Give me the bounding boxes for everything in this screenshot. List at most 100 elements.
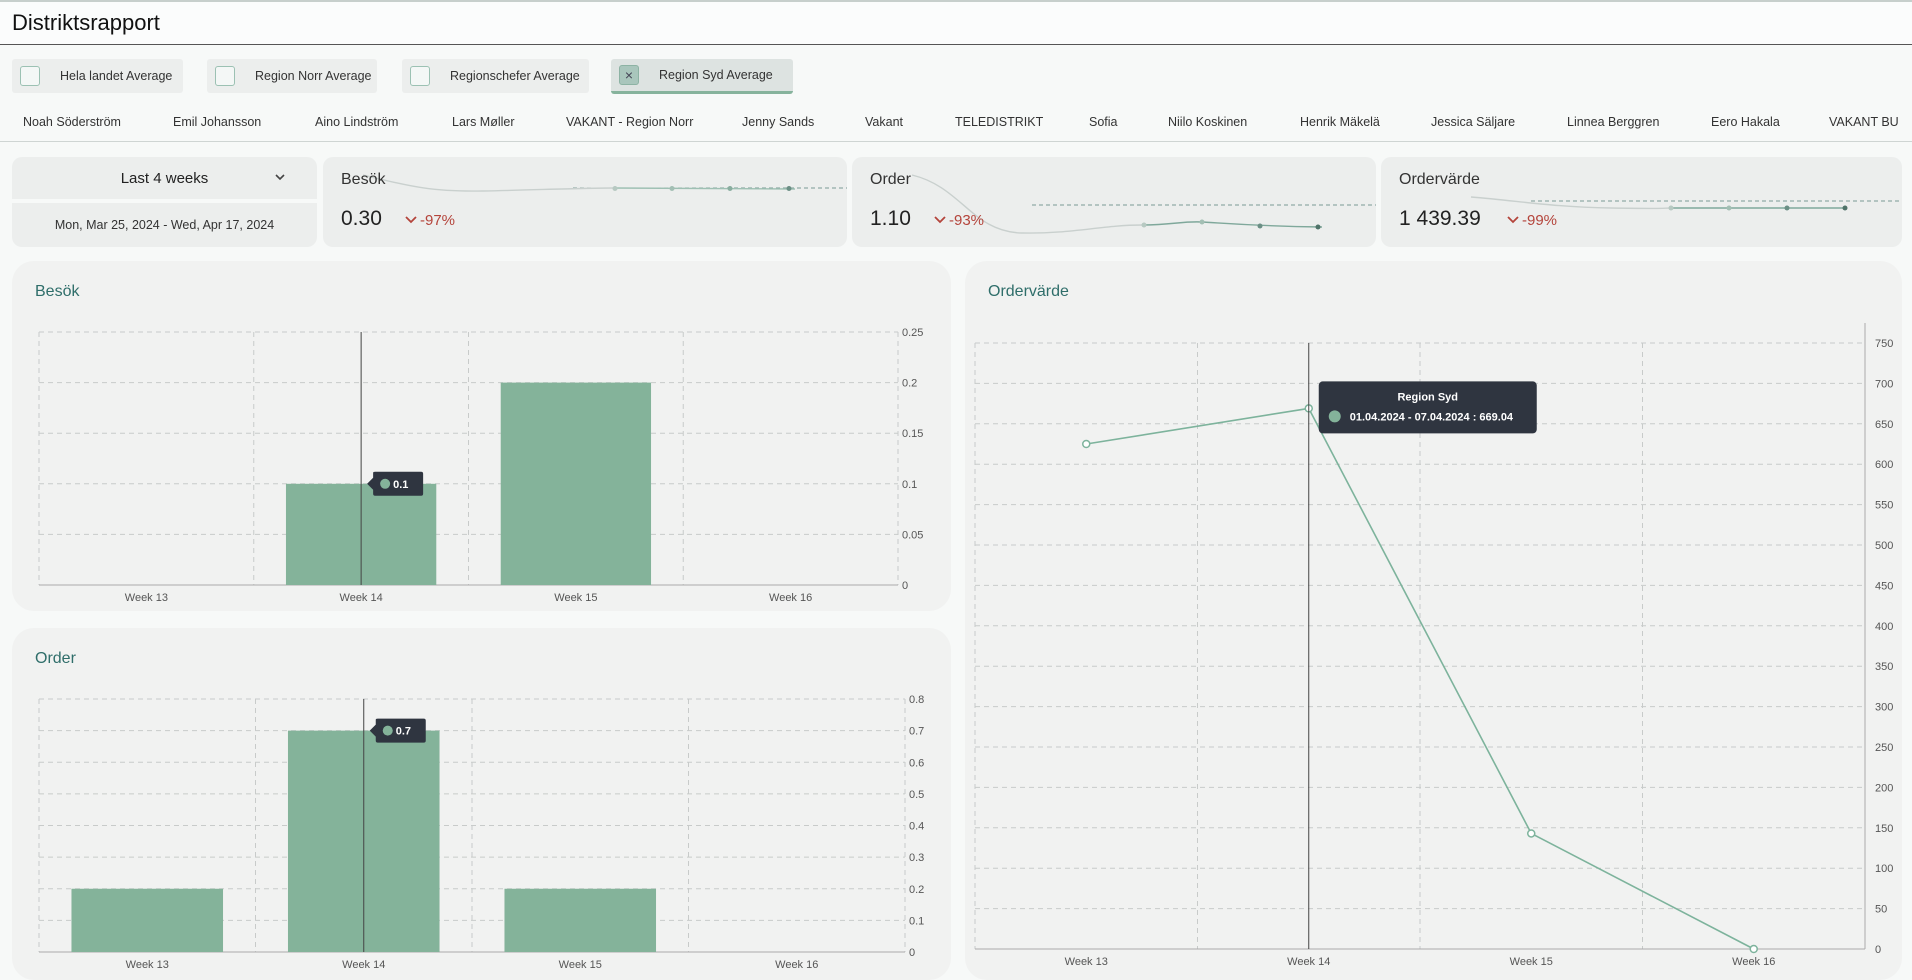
kpi-title: Ordervärde xyxy=(1399,171,1480,188)
period-select[interactable]: Last 4 weeks xyxy=(12,157,317,199)
kpi-card-ordervarde: Ordervärde 1 439.39 -99% xyxy=(1381,157,1902,247)
chart-panel-order: Order 0 0.1 0.2 0.3 0.4 0.5 0.6 0.7 0.8 Week 13 We… xyxy=(12,628,951,980)
data-point xyxy=(1527,829,1536,838)
chevron-down-icon xyxy=(405,216,417,224)
x-tick-label: Week 13 xyxy=(126,959,169,971)
chart-title: Order xyxy=(35,650,76,667)
tooltip-box xyxy=(369,718,426,743)
y-tick-label: 0.8 xyxy=(909,694,924,706)
x-tick-label: Week 13 xyxy=(1065,956,1108,968)
person-tab[interactable]: Eero Hakala xyxy=(1711,115,1780,129)
y-tick-label: 350 xyxy=(1875,661,1893,673)
x-tick-label: Week 16 xyxy=(769,592,812,604)
date-range-text: Mon, Mar 25, 2024 - Wed, Apr 17, 2024 xyxy=(12,203,317,247)
filter-chip-region-norr[interactable]: Region Norr Average xyxy=(207,59,377,93)
filter-chip-label: Hela landet Average xyxy=(60,69,173,83)
order-bar-chart: 0 0.1 0.2 0.3 0.4 0.5 0.6 0.7 0.8 Week 13 Week 14 W… xyxy=(38,694,924,971)
kpi-delta: -97% xyxy=(405,212,455,229)
y-tick-label: 650 xyxy=(1875,419,1893,431)
data-point xyxy=(1749,944,1758,954)
filter-chip-regionschefer[interactable]: Regionschefer Average xyxy=(402,59,589,93)
tooltip: 0.1 xyxy=(367,471,424,496)
kpi-card-order: Order 1.10 -93% xyxy=(852,157,1376,247)
checkbox[interactable] xyxy=(410,66,430,86)
person-tab[interactable]: VAKANT - Region Norr xyxy=(566,115,694,129)
person-tab[interactable]: Noah Söderström xyxy=(23,115,121,129)
kpi-delta: -93% xyxy=(934,212,984,229)
y-tick-label: 0 xyxy=(909,947,915,959)
tooltip: Region Syd 01.04.2024 - 07.04.2024 : 669.… xyxy=(1318,381,1537,434)
person-tab[interactable]: Sofia xyxy=(1089,115,1118,129)
person-tab[interactable]: Aino Lindström xyxy=(315,115,399,129)
kpi-delta: -99% xyxy=(1507,212,1557,229)
x-tick-label: Week 15 xyxy=(1510,956,1553,968)
person-tab[interactable]: Linnea Berggren xyxy=(1567,115,1660,129)
y-tick-label: 300 xyxy=(1875,702,1893,714)
person-tab[interactable]: Emil Johansson xyxy=(173,115,262,129)
kpi-value: 0.30 xyxy=(341,207,382,230)
kpi-sparkline xyxy=(362,174,847,192)
kpi-value: 1 439.39 xyxy=(1399,207,1481,230)
person-tab[interactable]: VAKANT BU xyxy=(1829,115,1899,129)
x-tick-label: Week 15 xyxy=(554,592,597,604)
page-title: Distriktsrapport xyxy=(12,10,160,35)
y-tick-label: 0.1 xyxy=(902,479,917,491)
checkbox[interactable] xyxy=(215,66,235,86)
filter-chip-hela-landet[interactable]: Hela landet Average xyxy=(12,59,183,93)
kpi-title: Besök xyxy=(341,171,386,188)
chevron-down-icon[interactable] xyxy=(273,170,287,187)
chart-title: Besök xyxy=(35,283,80,300)
y-tick-label: 150 xyxy=(1875,823,1893,835)
y-tick-label: 0.2 xyxy=(909,884,924,896)
tooltip-value: 0.1 xyxy=(393,479,408,491)
y-tick-label: 0.3 xyxy=(909,852,924,864)
y-tick-label: 700 xyxy=(1875,378,1893,390)
x-tick-label: Week 16 xyxy=(1732,956,1775,968)
person-tab[interactable]: Henrik Mäkelä xyxy=(1300,115,1380,129)
x-tick-label: Week 14 xyxy=(340,592,383,604)
y-tick-label: 100 xyxy=(1875,863,1893,875)
tooltip-box xyxy=(367,471,424,496)
person-tab[interactable]: Jenny Sands xyxy=(742,115,815,129)
y-tick-label: 0.4 xyxy=(909,821,924,833)
tooltip: 0.7 xyxy=(369,718,426,743)
kpi-value: 1.10 xyxy=(870,207,911,230)
chart-panel-ordervarde: Ordervärde 0 50 100 150 200 250 300 350 400 450 50… xyxy=(965,261,1902,980)
y-tick-label: 50 xyxy=(1875,904,1887,916)
filter-chip-label: Region Norr Average xyxy=(255,69,372,83)
person-tab[interactable]: Niilo Koskinen xyxy=(1168,115,1248,129)
y-tick-label: 750 xyxy=(1875,338,1893,350)
besok-bar-chart: 0 0.05 0.1 0.15 0.2 0.25 Week 13 Week 14 Week 15… xyxy=(38,327,923,604)
close-icon[interactable]: × xyxy=(619,65,639,85)
bar xyxy=(500,382,652,585)
checkbox[interactable] xyxy=(20,66,40,86)
period-select-value: Last 4 weeks xyxy=(120,169,209,187)
app-header: Distriktsrapport xyxy=(0,0,1912,45)
chart-title: Ordervärde xyxy=(988,283,1069,300)
filter-chip-region-syd[interactable]: × Region Syd Average xyxy=(611,59,793,94)
person-tab[interactable]: Lars Møller xyxy=(452,115,515,129)
y-tick-label: 400 xyxy=(1875,621,1893,633)
chart-panel-besok: Besök 0 0.05 0.1 0.15 0.2 0.25 Week 13 Week 14 W… xyxy=(12,261,951,611)
bar xyxy=(71,888,224,952)
y-tick-label: 600 xyxy=(1875,459,1893,471)
series-line xyxy=(1086,407,1755,950)
y-tick-label: 500 xyxy=(1875,540,1893,552)
kpi-sparkline xyxy=(911,174,1376,234)
person-tab[interactable]: Vakant xyxy=(865,115,903,129)
x-tick-label: Week 13 xyxy=(125,592,168,604)
person-tabs: Noah Söderström Emil Johansson Aino Lind… xyxy=(0,110,1912,142)
filter-chip-label: Region Syd Average xyxy=(659,68,773,82)
x-tick-label: Week 16 xyxy=(775,959,818,971)
person-tab[interactable]: TELEDISTRIKT xyxy=(955,115,1044,129)
y-tick-label: 0.15 xyxy=(902,428,923,440)
y-tick-label: 0 xyxy=(902,580,908,592)
kpi-title: Order xyxy=(870,171,911,188)
person-tab[interactable]: Jessica Säljare xyxy=(1431,115,1516,129)
date-range-picker: Last 4 weeks Mon, Mar 25, 2024 - Wed, Ap… xyxy=(12,157,317,247)
chevron-down-icon xyxy=(934,216,946,224)
kpi-card-besok: Besök 0.30 -97% xyxy=(323,157,847,247)
ordervarde-line-chart: 0 50 100 150 200 250 300 350 400 450 500 550 600 650 7… xyxy=(974,323,1893,968)
y-tick-label: 0.7 xyxy=(909,726,924,738)
y-tick-label: 450 xyxy=(1875,580,1893,592)
